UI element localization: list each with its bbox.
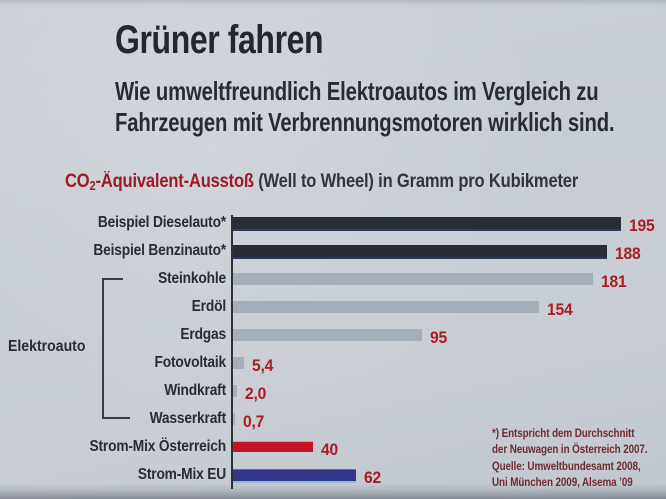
caption-red-part: CO2-Äquivalent-Ausstoß — [65, 171, 255, 193]
bar-value-label: 40 — [321, 440, 339, 459]
bar — [233, 273, 593, 285]
footnote: *) Entspricht dem Durchschnitt der Neuwa… — [492, 425, 648, 491]
elektroauto-bracket-line — [102, 279, 104, 419]
footnote-line-4: Uni München 2009, Alsema ’09 — [492, 475, 633, 490]
caption-co: CO — [65, 171, 90, 192]
bar-value-label: 62 — [364, 468, 382, 487]
chart-axis-line — [231, 215, 233, 489]
bracket-bottom-tick — [102, 417, 130, 419]
caption-red-rest: -Äquivalent-Ausstoß — [95, 171, 255, 192]
bar-row-label: Windkraft — [164, 382, 226, 399]
page-title: Grüner fahren — [115, 18, 324, 62]
bar-value-label: 195 — [629, 216, 655, 235]
subtitle-line-1: Wie umweltfreundlich Elektroautos im Ver… — [115, 76, 599, 106]
bar-value-label: 154 — [547, 300, 573, 319]
bar-value-label: 95 — [430, 328, 448, 347]
bar — [233, 385, 237, 397]
bar — [233, 413, 235, 425]
bar — [233, 217, 621, 231]
bar-row-label: Beispiel Dieselauto* — [97, 214, 226, 231]
footnote-line-3: Quelle: Umweltbundesamt 2008, — [492, 458, 641, 473]
bar-value-label: 5,4 — [252, 356, 274, 375]
bar-row-label: Erdöl — [191, 298, 226, 315]
page-subtitle: Wie umweltfreundlich Elektroautos im Ver… — [115, 76, 615, 138]
bracket-top-tick — [102, 278, 123, 280]
bar-row-label: Strom-Mix EU — [137, 466, 226, 483]
caption-unit: (Well to Wheel) in Gramm pro Kubikmeter — [258, 171, 579, 192]
caption-subscript: 2 — [89, 177, 96, 193]
bar — [233, 329, 422, 341]
bar-row-label: Wasserkraft — [149, 410, 227, 427]
bar — [233, 441, 313, 452]
bar-row-label: Steinkohle — [158, 270, 226, 287]
bar-row-label: Strom-Mix Österreich — [89, 438, 227, 455]
group-label-elektroauto: Elektroauto — [8, 338, 86, 355]
bar-row-label: Fotovoltaik — [154, 354, 226, 371]
footnote-line-1: *) Entspricht dem Durchschnitt — [492, 426, 635, 440]
footnote-line-2: der Neuwagen in Österreich 2007. — [492, 442, 648, 457]
bar-value-label: 188 — [615, 244, 641, 263]
bar-value-label: 0,7 — [243, 412, 265, 431]
bar-value-label: 2,0 — [245, 384, 267, 403]
bar — [233, 245, 607, 259]
bar — [233, 301, 539, 313]
bar — [233, 357, 244, 369]
bar-row-label: Erdgas — [180, 326, 226, 343]
bar — [233, 469, 356, 483]
bar-value-label: 181 — [601, 272, 627, 291]
bar-row-label: Beispiel Benzinauto* — [93, 242, 226, 259]
chart-caption: CO2-Äquivalent-Ausstoß (Well to Wheel) in… — [65, 171, 578, 193]
subtitle-line-2: Fahrzeugen mit Verbrennungsmotoren wirkl… — [115, 107, 615, 137]
